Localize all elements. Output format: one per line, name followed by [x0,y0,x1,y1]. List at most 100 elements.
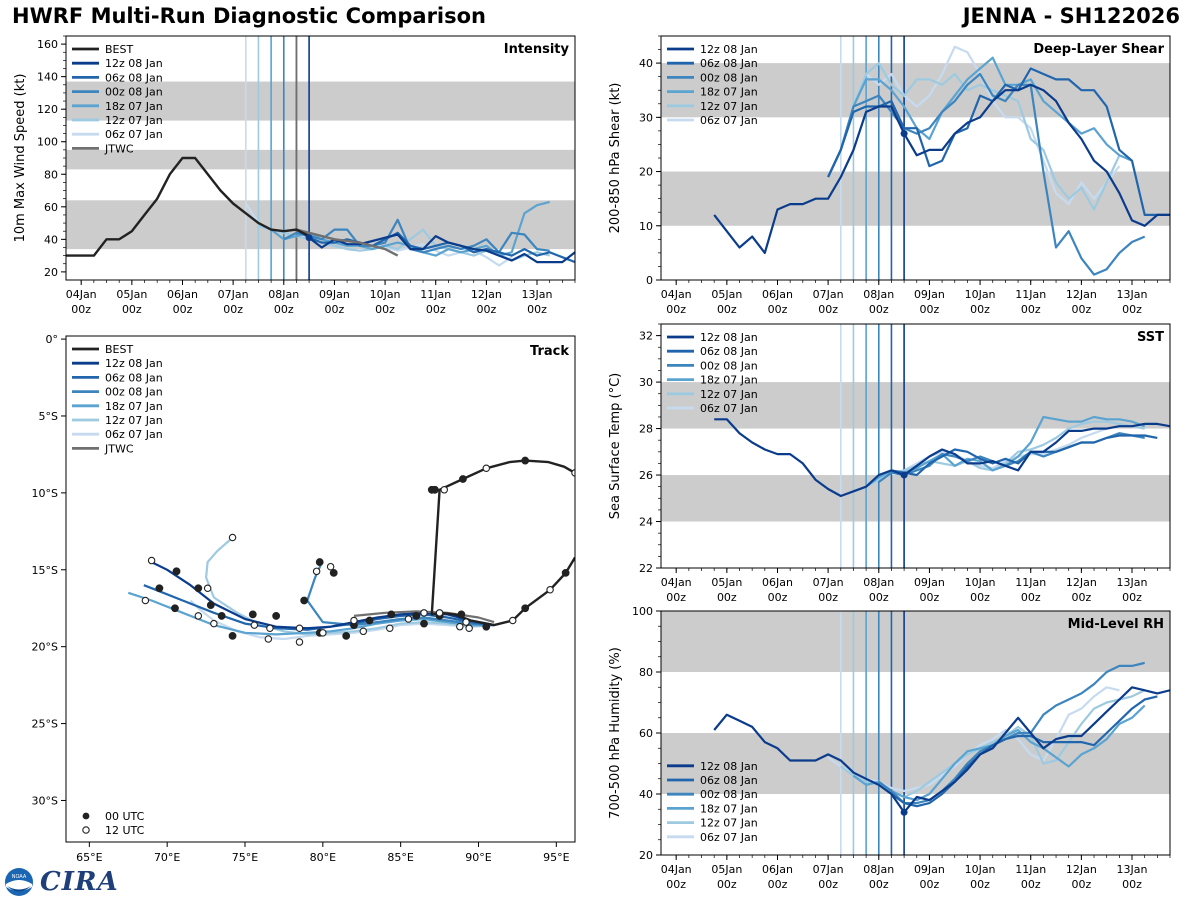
track-point-00utc [217,612,226,620]
shear-xtick-label: 11Jan [1015,288,1046,301]
panel-shear: 0 10 20 30 40 04Jan 00z 05Jan 00z 06Jan 00z 07Jan 00… [608,35,1171,316]
rh-xtick-label: 08Jan [863,863,894,876]
shear-ytick-label: 40 [639,57,653,70]
sst-xtick-label: 00z [970,591,990,604]
shear-legend-label: 06z 07 Jan [700,114,758,127]
intensity-series-jtwc [296,228,399,257]
rh-xtick-label: 11Jan [1015,863,1046,876]
sst-xtick-label: 00z [1122,591,1142,604]
rh-xtick-label: 06Jan [762,863,793,876]
sst-legend-label: 18z 07 Jan [700,374,758,387]
track-point-00utc [431,485,439,494]
track-point-12utc [266,624,274,632]
track-point-12utc [147,556,156,565]
intensity-series-r12z08 [308,233,575,264]
track-point-12utc [386,624,394,632]
track-legend-label: 06z 07 Jan [105,428,163,441]
shear-series-r18z07 [827,56,1133,178]
rh-xtick-label: 00z [818,878,838,891]
track-point-12utc [350,616,358,625]
track-marker-legend-hollow [82,826,90,834]
sst-series-r06z08 [891,434,1158,477]
sst-legend-label: 12z 07 Jan [700,388,758,401]
track-legend-label: BEST [105,343,133,356]
track-point-12utc [141,596,150,605]
shear-xtick-label: 00z [1071,303,1091,316]
rh-xtick-label: 00z [1122,878,1142,891]
shear-xtick-label: 00z [818,303,838,316]
rh-ytick-label: 20 [639,849,653,862]
track-point-12utc [264,635,273,643]
rh-xtick-label: 00z [970,878,990,891]
rh-series-r06z08 [890,695,1158,808]
track-series-best [430,459,575,627]
shear-xtick-label: 10Jan [965,288,996,301]
track-xtick-label: 65°E [76,851,102,864]
track-point-00utc [194,584,203,593]
rh-legend-label: 06z 07 Jan [700,831,758,844]
track-point-12utc [194,612,203,620]
logo-group: NOAA CIRA [4,866,119,898]
rh-legend-label: 12z 07 Jan [700,817,758,830]
shear-ytick-label: 30 [639,111,653,124]
intensity-legend-label: 00z 08 Jan [105,86,163,99]
track-ytick-label: 25°S [32,718,58,731]
rh-xtick-label: 00z [768,878,788,891]
track-point-12utc [508,616,517,625]
track-point-00utc [365,616,374,625]
track-xtick-label: 70°E [154,851,180,864]
sst-ytick-label: 28 [639,423,653,436]
track-point-12utc [404,615,413,623]
track-plot-area [127,456,575,646]
track-point-00utc [482,622,491,631]
shear-xtick-label: 00z [970,303,990,316]
rh-xtick-label: 05Jan [711,863,742,876]
track-point-12utc [456,622,464,631]
track-marker-legend-label: 12 UTC [105,824,145,837]
track-frame [65,335,576,843]
track-point-12utc [482,464,491,473]
track-legend-label: 12z 07 Jan [105,414,163,427]
sst-xtick-label: 10Jan [965,576,996,589]
rh-series-r00z08 [878,661,1145,805]
track-point-00utc [272,612,281,620]
track-point-12utc [420,609,428,617]
intensity-plot-area [66,36,575,280]
intensity-legend-label: BEST [105,43,133,56]
panel-intensity: 20 40 60 80 100 120 140 160 04Jan 00z 05Jan 00z 06Ja… [13,35,576,316]
sst-xtick-label: 00z [768,591,788,604]
track-point-12utc [210,619,218,628]
sst-xtick-label: 07Jan [813,576,844,589]
track-point-12utc [295,638,304,646]
intensity-xtick-label: 05Jan [116,288,147,301]
track-series-r06z07 [189,599,495,641]
sst-xtick-label: 13Jan [1117,576,1148,589]
intensity-ylabel: 10m Max Wind Speed (kt) [13,74,28,243]
intensity-ytick-label: 80 [44,168,58,181]
shear-xtick-label: 00z [666,303,686,316]
intensity-xtick-label: 07Jan [218,288,249,301]
track-series-r12z08 [151,561,495,630]
panel-rh: 20 40 60 80 100 04Jan 00z 05Jan 00z 06Jan 00z 07Jan… [608,605,1171,891]
shear-xtick-label: 07Jan [813,288,844,301]
track-xtick-label: 95°E [543,851,569,864]
panel-sst: 22 24 26 28 30 32 04Jan 00z 05Jan 00z 06Jan 00z 07Ja… [608,323,1171,604]
noaa-logo-icon: NOAA [5,868,33,896]
sst-ytick-label: 24 [639,516,653,529]
sst-legend-label: 12z 08 Jan [700,331,758,344]
intensity-xtick-label: 10Jan [370,288,401,301]
intensity-xtick-label: 09Jan [319,288,350,301]
intensity-ytick-label: 20 [44,266,58,279]
track-xtick-label: 80°E [310,851,336,864]
track-legend-label: 00z 08 Jan [105,386,163,399]
shear-legend-label: 12z 07 Jan [700,100,758,113]
shear-xtick-label: 00z [920,303,940,316]
rh-xtick-label: 00z [717,878,737,891]
intensity-xtick-label: 00z [274,303,294,316]
track-point-00utc [248,610,257,619]
noaa-logo-text: NOAA [12,874,27,880]
rh-xtick-label: 04Jan [661,863,692,876]
intensity-xtick-label: 00z [375,303,395,316]
sst-init-marker-0 [900,471,908,479]
